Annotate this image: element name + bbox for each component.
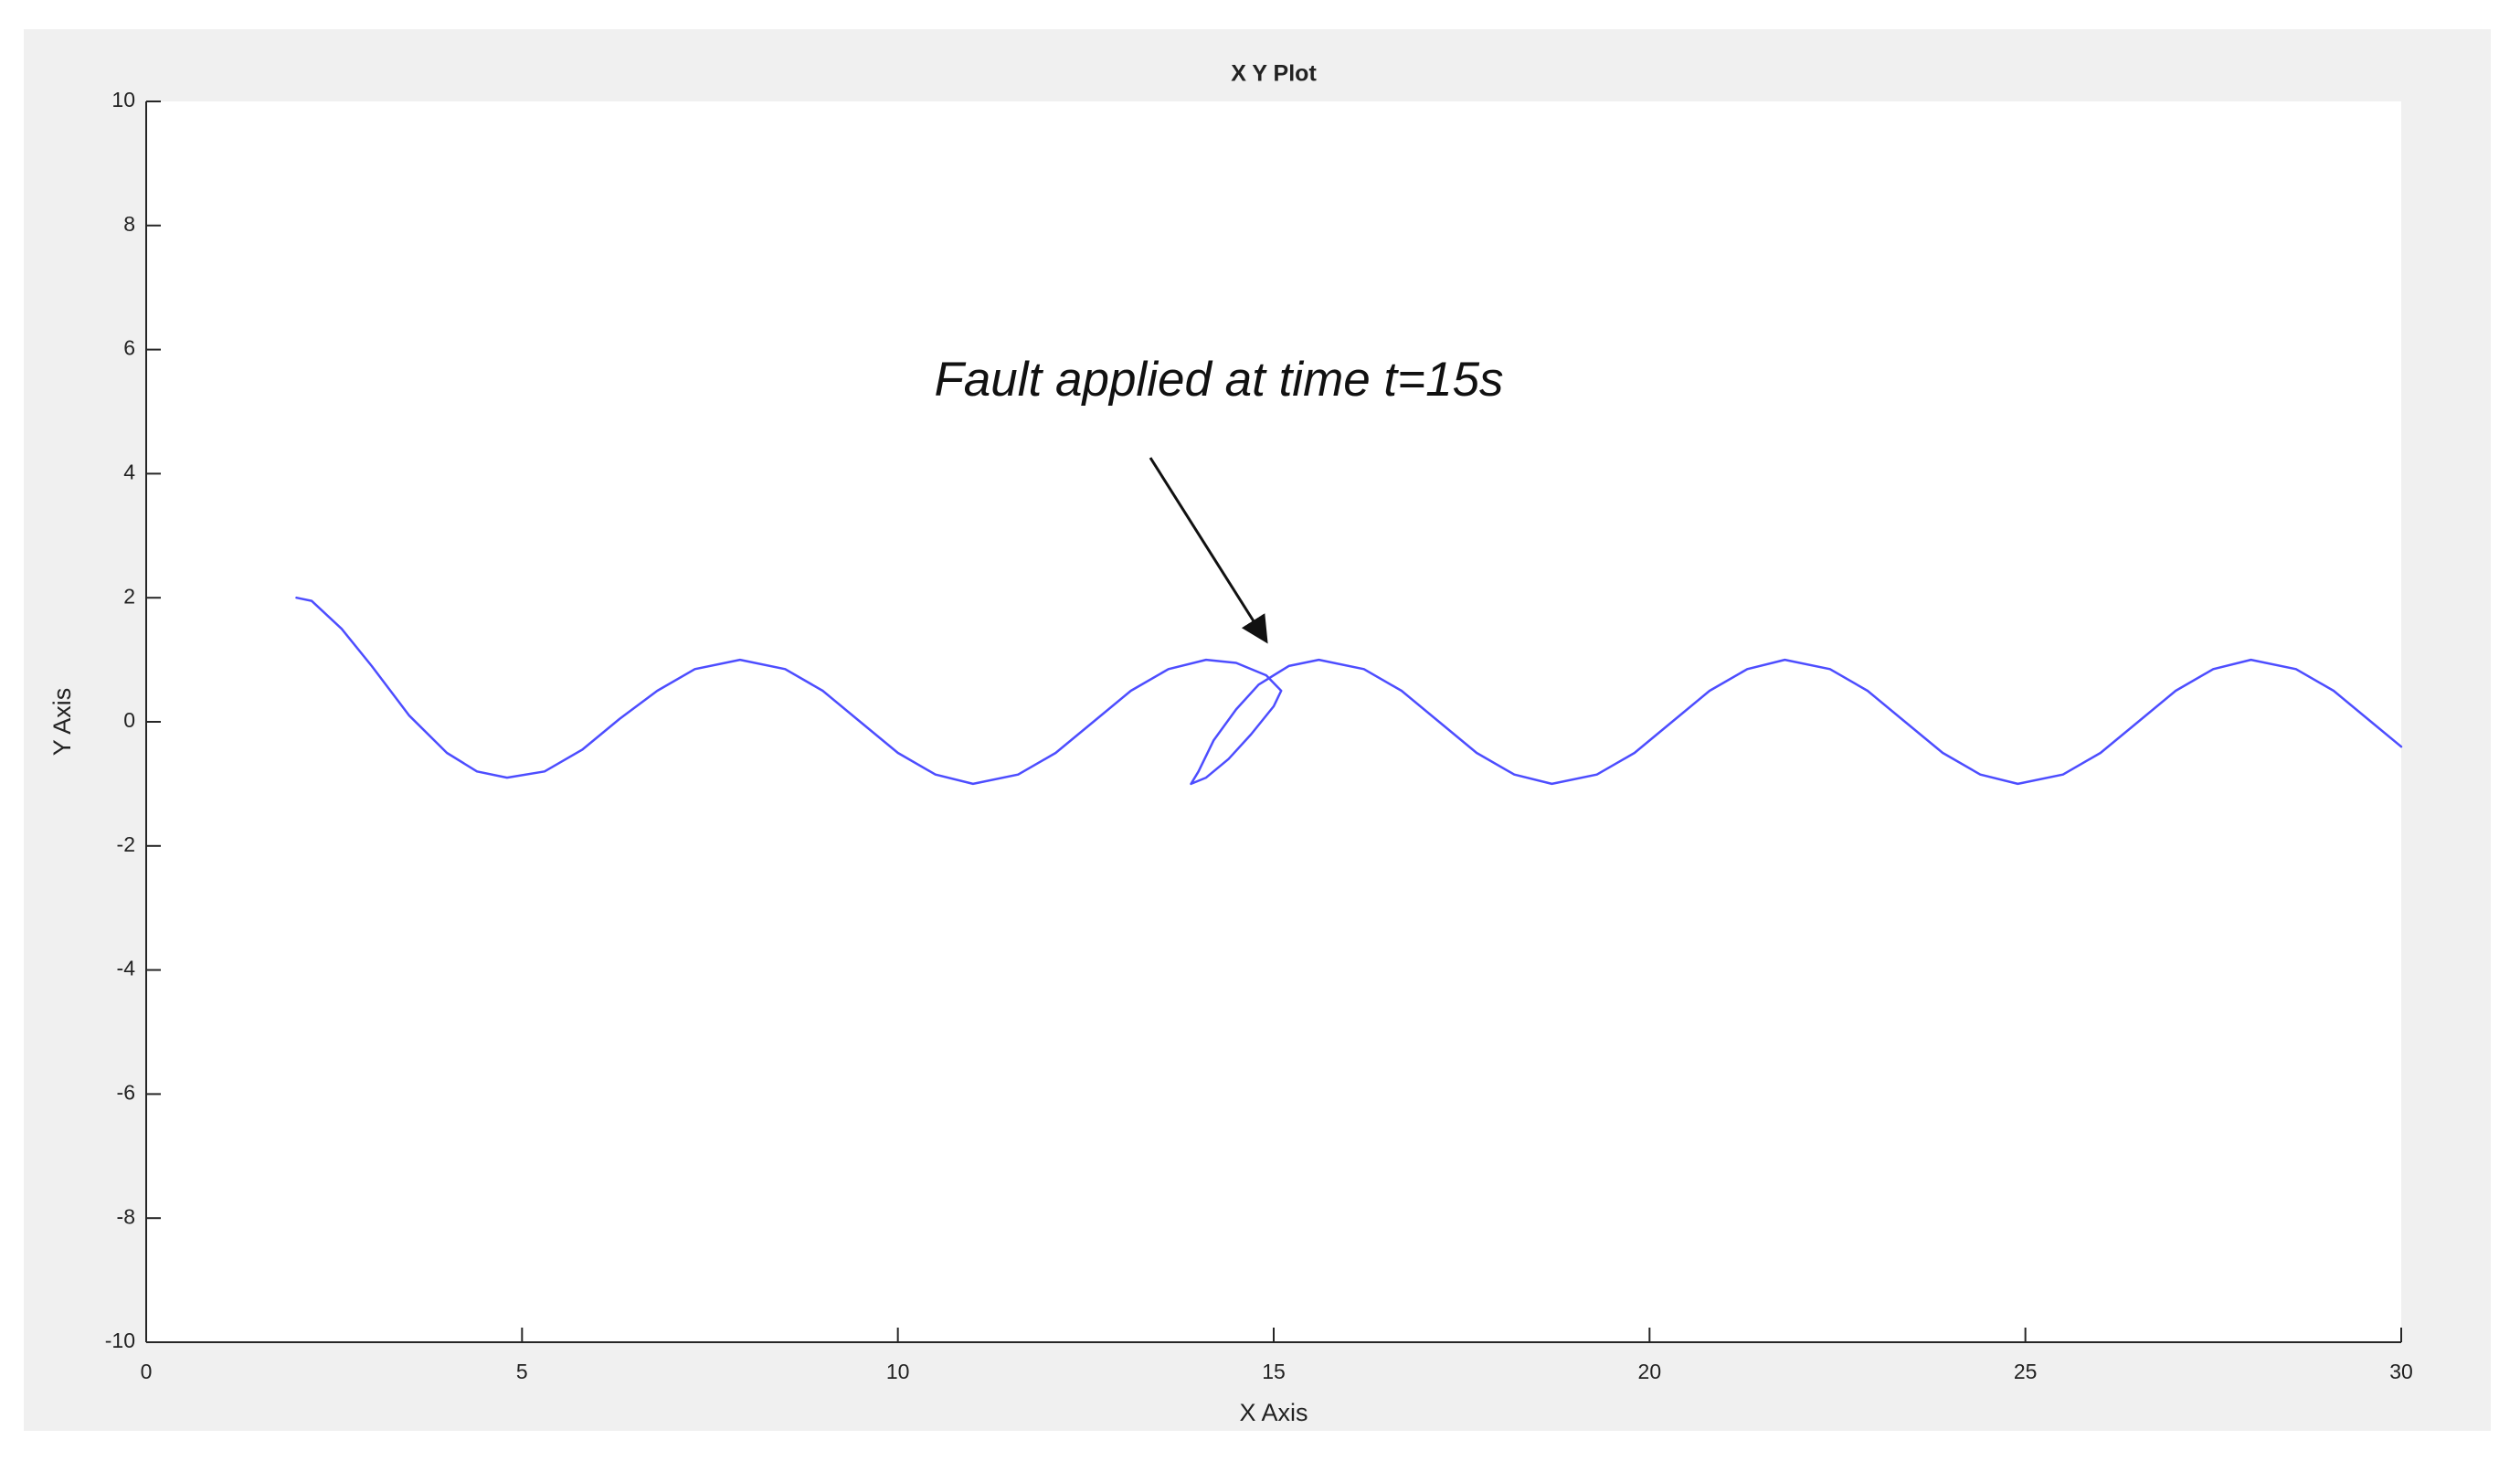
y-tick-label: -10 (105, 1329, 135, 1352)
y-tick-label: -2 (117, 832, 135, 856)
annotation: Fault applied at time t=15s (934, 353, 1503, 407)
x-tick-label: 0 (141, 1360, 153, 1383)
x-tick-label: 25 (2014, 1360, 2038, 1383)
plot-area (146, 101, 2401, 1342)
y-tick-label: 6 (123, 336, 135, 360)
x-tick-label: 15 (1262, 1360, 1286, 1383)
annotation-arrow (1149, 457, 1268, 644)
x-tick-label: 20 (1638, 1360, 1662, 1383)
chart-title: X Y Plot (1231, 61, 1317, 87)
y-tick-label: 2 (123, 584, 135, 608)
y-tick-label: 10 (111, 88, 135, 111)
x-axis-label: X Axis (1239, 1399, 1308, 1426)
y-tick-label: 8 (123, 212, 135, 236)
data-line (295, 596, 2403, 786)
x-tick-label: 30 (2389, 1360, 2413, 1383)
x-tick-label: 5 (516, 1360, 528, 1383)
x-tick-label: 10 (886, 1360, 910, 1383)
y-tick-label: 0 (123, 708, 135, 732)
y-tick-label: -6 (117, 1080, 135, 1104)
y-tick-label: -8 (117, 1204, 135, 1228)
y-tick-label: -4 (117, 957, 136, 980)
y-tick-label: 4 (123, 460, 135, 483)
y-axis-label: Y Axis (48, 688, 76, 757)
